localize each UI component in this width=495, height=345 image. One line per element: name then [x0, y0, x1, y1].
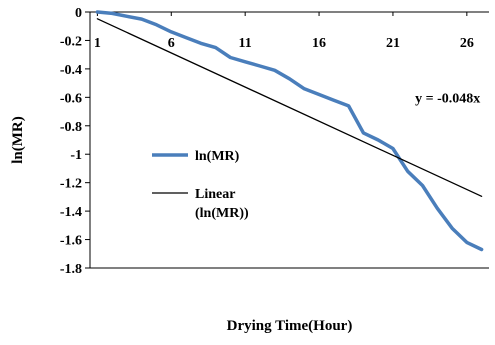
x-axis-title: Drying Time(Hour) — [227, 318, 353, 334]
y-tick-label: -0.4 — [60, 63, 82, 78]
y-tick-label: 0 — [75, 6, 82, 21]
x-tick-label: 26 — [460, 36, 474, 51]
y-axis-title: ln(MR) — [10, 116, 26, 164]
legend-label-linear: (ln(MR)) — [195, 206, 249, 221]
y-tick-label: -1.4 — [60, 205, 82, 220]
legend-label-linear: Linear — [195, 187, 235, 202]
y-tick-label: -1.6 — [60, 234, 82, 249]
x-tick-label: 11 — [239, 36, 252, 51]
x-tick-label: 16 — [312, 36, 326, 51]
legend-label-lnmr: ln(MR) — [195, 149, 240, 164]
y-tick-label: -1.8 — [60, 262, 82, 277]
x-tick-label: 1 — [94, 36, 101, 51]
x-tick-label: 21 — [386, 36, 400, 51]
y-tick-label: -0.2 — [60, 34, 82, 49]
y-tick-label: -0.6 — [60, 91, 82, 106]
series-line-linear-fit — [96, 18, 483, 197]
x-tick-label: 6 — [168, 36, 175, 51]
series-line-lnmr — [95, 10, 484, 252]
y-tick-label: -0.8 — [60, 120, 82, 135]
trendline-equation: y = -0.048x — [415, 91, 480, 106]
y-tick-label: -1.2 — [60, 177, 82, 192]
y-tick-label: -1 — [70, 148, 82, 163]
